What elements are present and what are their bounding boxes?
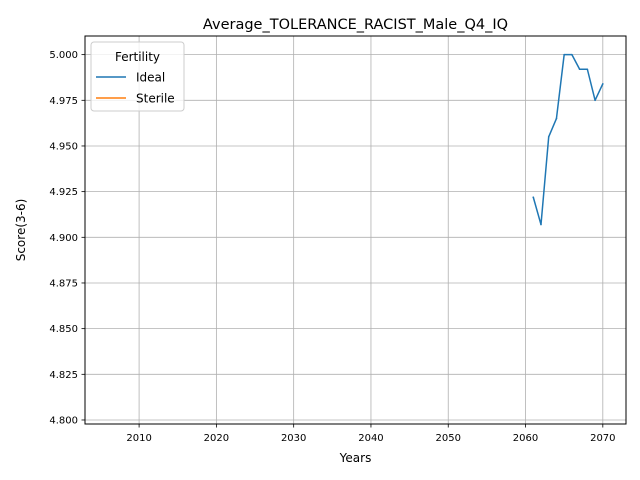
y-tick-label: 4.875 bbox=[49, 278, 78, 289]
data-point-ideal bbox=[532, 196, 535, 198]
x-tick-label: 2060 bbox=[513, 433, 538, 444]
x-tick-label: 2010 bbox=[126, 433, 151, 444]
data-point-ideal bbox=[602, 83, 604, 85]
data-point-ideal bbox=[594, 99, 596, 102]
y-tick-label: 4.800 bbox=[49, 415, 78, 426]
x-axis-ticks: 2010 2020 2030 2040 2050 2060 2070 bbox=[126, 424, 616, 444]
series-line-ideal bbox=[532, 53, 604, 226]
x-tick-label: 2020 bbox=[204, 433, 229, 444]
x-axis-label: Years bbox=[339, 451, 372, 465]
data-point-ideal bbox=[571, 53, 573, 56]
legend-title: Fertility bbox=[115, 50, 160, 64]
data-point-ideal bbox=[563, 53, 565, 56]
y-tick-label: 4.825 bbox=[49, 370, 78, 381]
x-tick-label: 2030 bbox=[281, 433, 306, 444]
legend-label-ideal: Ideal bbox=[136, 71, 165, 85]
chart-title: Average_TOLERANCE_RACIST_Male_Q4_IQ bbox=[203, 17, 508, 33]
data-point-ideal bbox=[578, 68, 581, 71]
data-point-ideal bbox=[547, 136, 550, 138]
plot-frame bbox=[84, 35, 627, 425]
y-tick-label: 4.900 bbox=[49, 233, 78, 244]
data-point-ideal bbox=[586, 68, 589, 71]
data-point-ideal bbox=[555, 117, 558, 120]
y-axis-ticks: 4.800 4.825 4.850 4.875 4.900 4.925 4.950 4.975… bbox=[49, 50, 85, 426]
y-tick-label: 4.975 bbox=[49, 96, 78, 107]
y-tick-label: 4.850 bbox=[49, 324, 78, 335]
data-point-ideal bbox=[540, 223, 542, 226]
legend-box bbox=[90, 41, 185, 112]
grid-lines bbox=[85, 36, 626, 424]
y-axis-label: Score(3-6) bbox=[14, 199, 28, 262]
y-tick-label: 4.925 bbox=[49, 187, 78, 198]
x-tick-label: 2050 bbox=[436, 433, 461, 444]
legend: Fertility Ideal Sterile bbox=[90, 41, 185, 112]
x-tick-label: 2040 bbox=[358, 433, 383, 444]
legend-label-sterile: Sterile bbox=[136, 92, 175, 106]
series-lines bbox=[532, 53, 604, 226]
x-tick-label: 2070 bbox=[590, 433, 615, 444]
y-tick-label: 4.950 bbox=[49, 141, 78, 152]
y-tick-label: 5.000 bbox=[49, 50, 78, 61]
